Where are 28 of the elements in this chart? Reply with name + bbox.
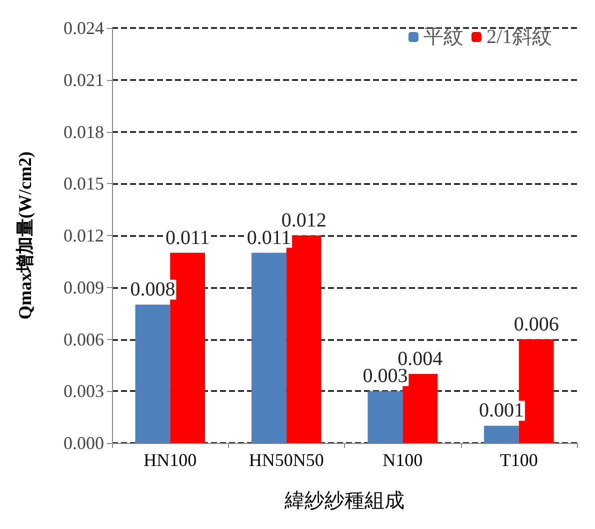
data-label: 0.008	[130, 278, 176, 301]
data-label: 0.006	[514, 313, 559, 336]
bar	[252, 252, 286, 443]
x-tick-label: HN50N50	[248, 450, 324, 470]
y-tick-label: 0.015	[64, 174, 104, 194]
data-label: 0.003	[362, 365, 408, 388]
y-tick-label: 0.021	[64, 70, 104, 90]
bar	[368, 391, 403, 443]
legend-label: 平紋	[423, 26, 464, 48]
data-label: 0.001	[478, 400, 524, 422]
y-axis-title: Qmax增加量(W/cm2)	[15, 152, 35, 320]
bar	[484, 426, 519, 443]
x-axis-title: 緯紗紗種組成	[284, 490, 404, 512]
y-tick-label: 0.018	[64, 122, 104, 142]
data-label: 0.011	[165, 226, 210, 249]
y-tick-label: 0.000	[64, 433, 104, 453]
data-label: 0.011	[246, 226, 292, 249]
y-tick-label: 0.003	[64, 381, 104, 402]
y-tick-label: 0.024	[64, 18, 104, 38]
x-tick-label: N100	[382, 450, 423, 470]
x-tick-label: HN100	[144, 450, 197, 470]
y-tick-label: 0.012	[64, 226, 104, 246]
x-tick-label: T100	[500, 450, 538, 470]
legend-label: 2/1斜紋	[486, 26, 552, 48]
data-label: 0.004	[398, 348, 443, 370]
y-tick-label: 0.009	[64, 277, 104, 298]
bar	[135, 304, 170, 443]
y-tick-label: 0.006	[64, 329, 104, 350]
